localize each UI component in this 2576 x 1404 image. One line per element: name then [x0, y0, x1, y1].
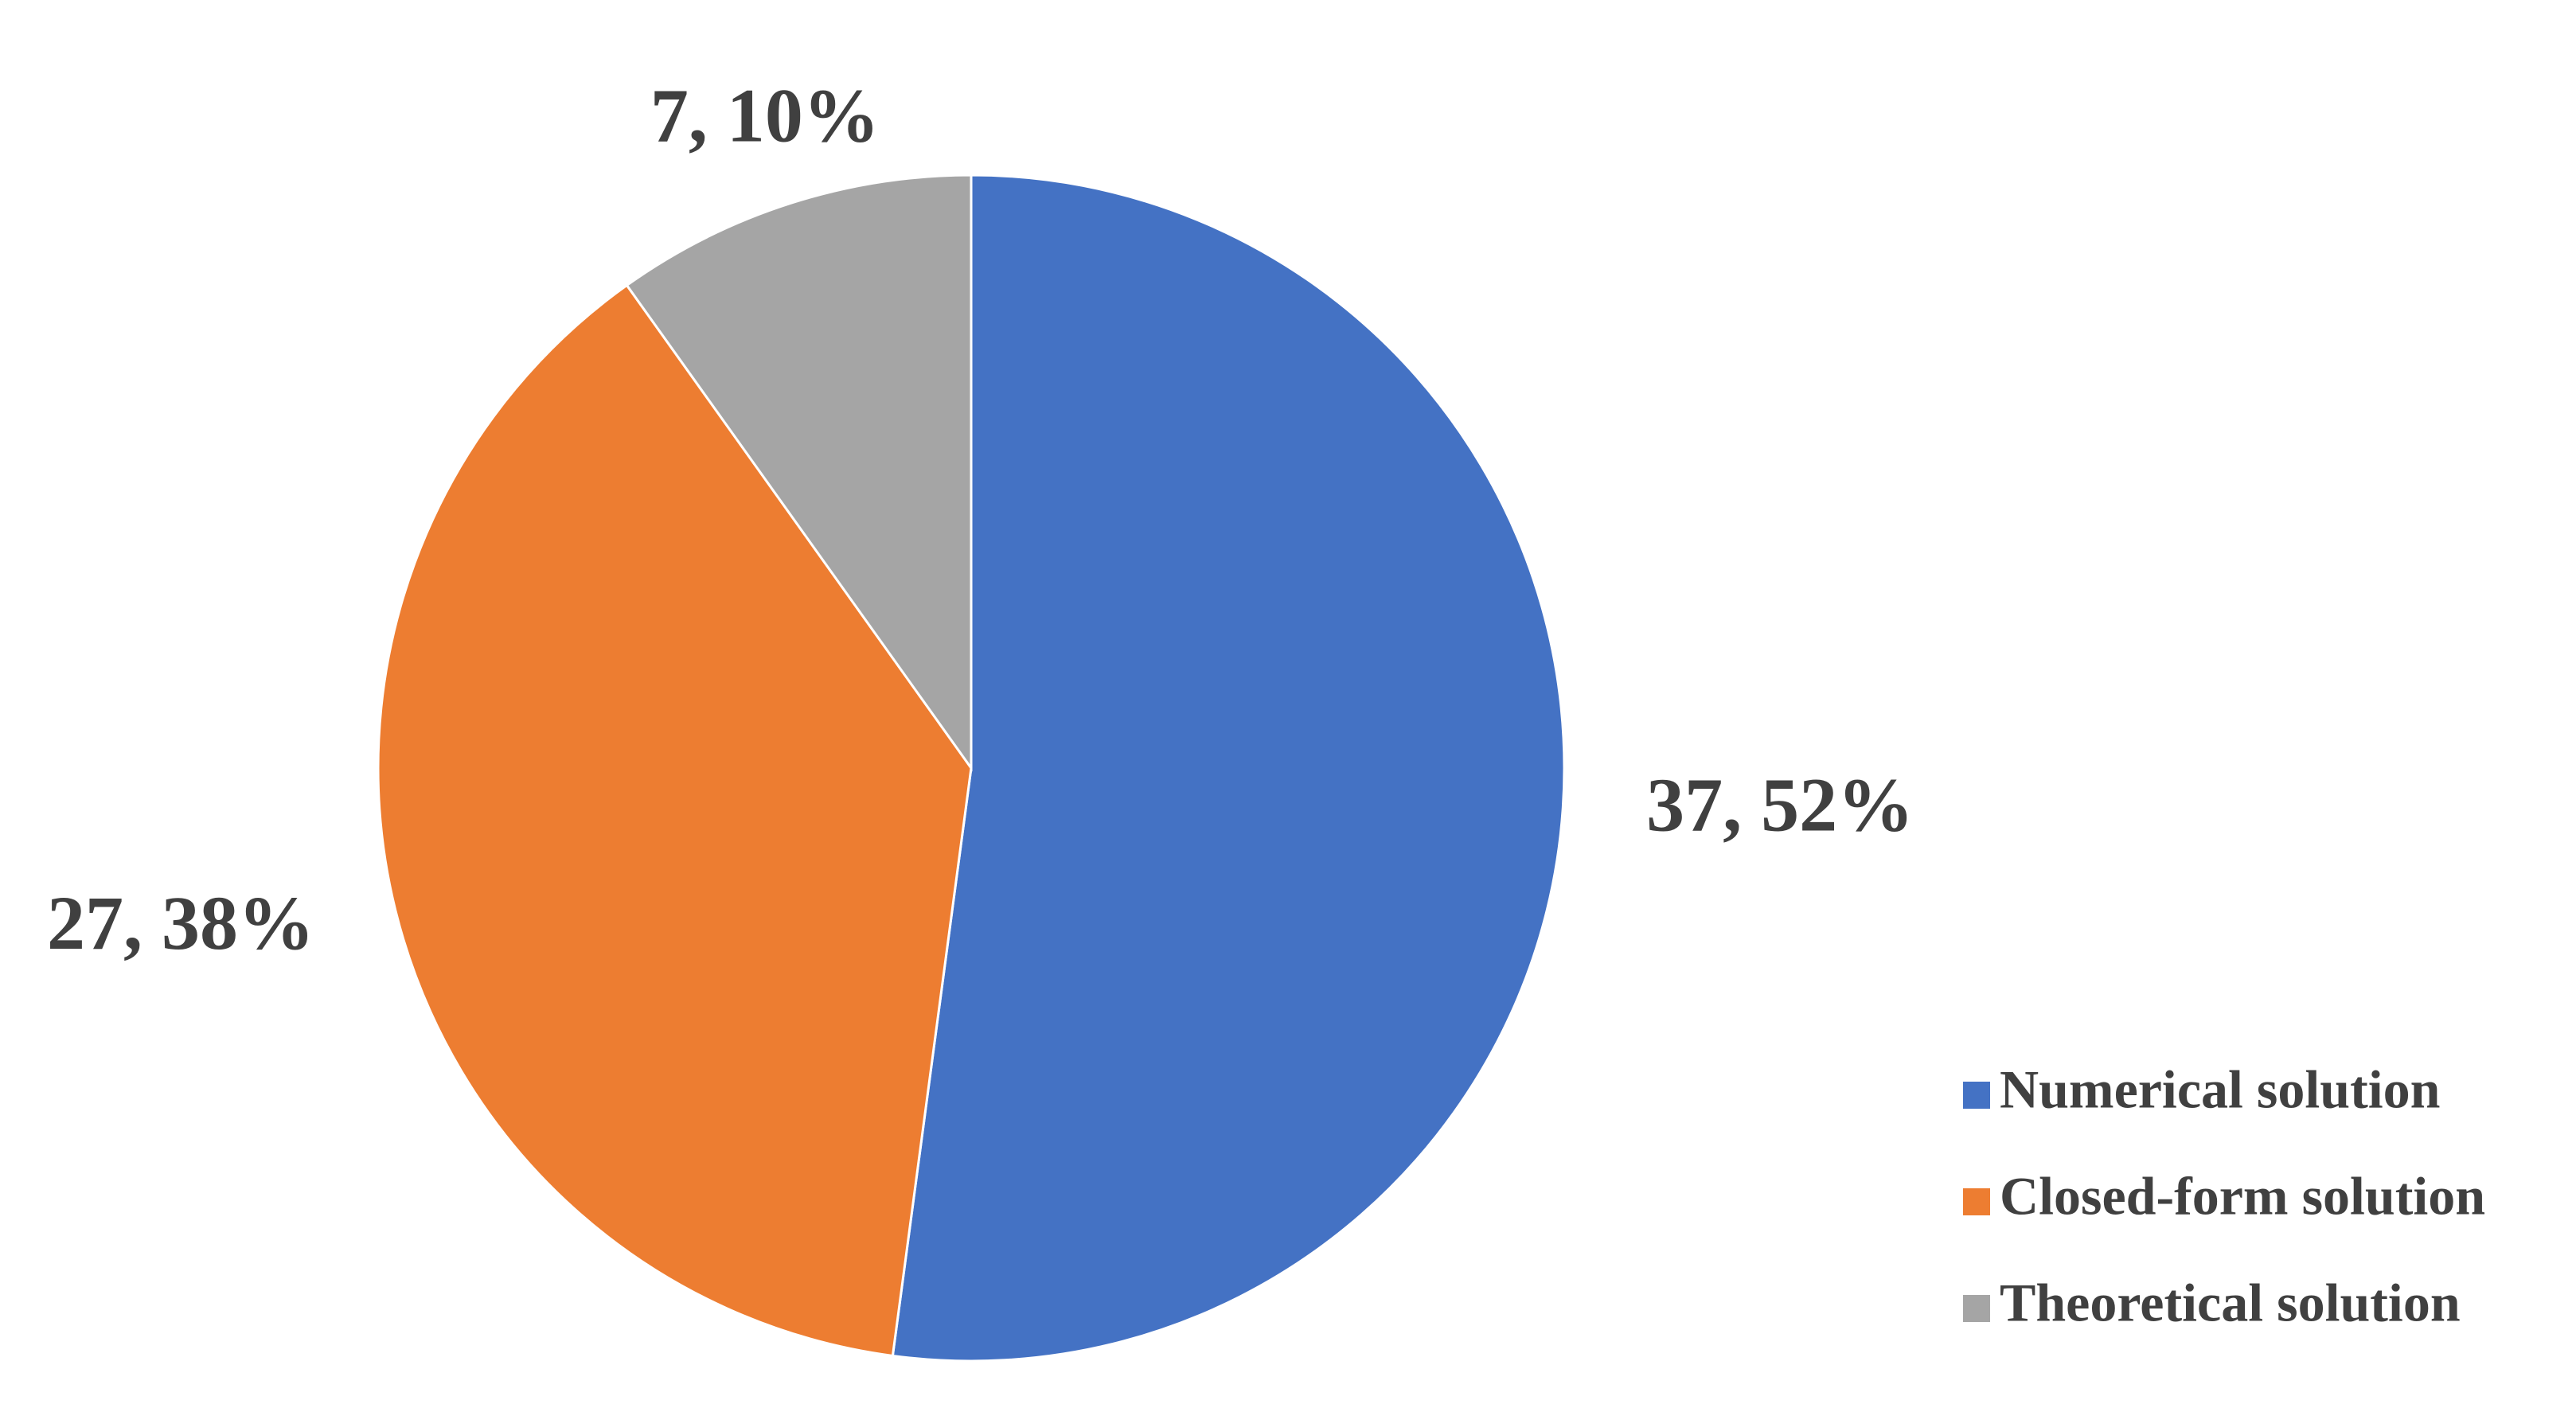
legend-label: Numerical solution	[2000, 1059, 2440, 1120]
legend-label: Theoretical solution	[2000, 1273, 2461, 1333]
pie-slice	[377, 283, 973, 1358]
legend-label: Closed-form solution	[2000, 1166, 2485, 1227]
pie-slice	[891, 174, 1566, 1363]
data-label: 27, 38%	[47, 880, 314, 965]
legend-swatch	[1963, 1082, 1990, 1109]
legend-swatch	[1963, 1295, 1990, 1322]
legend-swatch	[1963, 1188, 1990, 1215]
data-label: 7, 10%	[650, 72, 880, 158]
data-label: 37, 52%	[1646, 762, 1914, 847]
pie-slice	[625, 174, 973, 772]
